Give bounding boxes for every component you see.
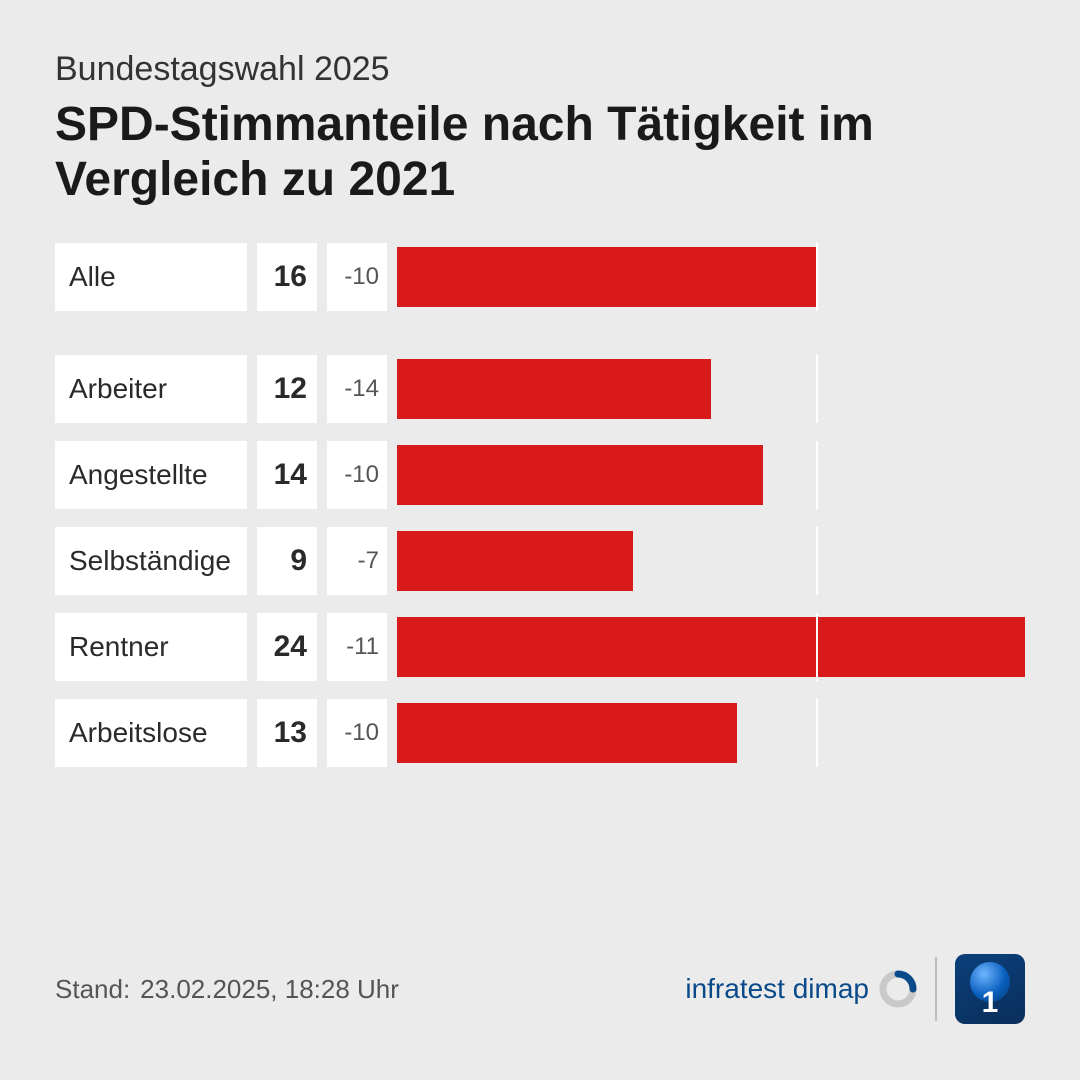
bar xyxy=(397,247,816,307)
row-diff: -11 xyxy=(327,613,387,681)
bar-area xyxy=(397,355,1025,423)
bar-area xyxy=(397,527,1025,595)
bar xyxy=(397,703,737,763)
row-value: 9 xyxy=(257,527,317,595)
row-diff: -10 xyxy=(327,699,387,767)
table-row: Arbeitslose13-10 xyxy=(55,699,1025,767)
bar xyxy=(397,531,633,591)
source-brand: infratest dimap xyxy=(685,970,917,1008)
row-label: Angestellte xyxy=(55,441,247,509)
row-label: Alle xyxy=(55,243,247,311)
row-diff: -7 xyxy=(327,527,387,595)
reference-line xyxy=(816,243,818,311)
stand-value: 23.02.2025, 18:28 Uhr xyxy=(140,974,399,1005)
overline: Bundestagswahl 2025 xyxy=(55,50,1025,89)
row-diff: -10 xyxy=(327,441,387,509)
bar-area xyxy=(397,699,1025,767)
row-value: 12 xyxy=(257,355,317,423)
row-value: 13 xyxy=(257,699,317,767)
footer-divider xyxy=(935,957,937,1021)
reference-line xyxy=(816,699,818,767)
brand-text: infratest dimap xyxy=(685,973,869,1005)
reference-line xyxy=(816,527,818,595)
row-label: Arbeitslose xyxy=(55,699,247,767)
row-diff: -14 xyxy=(327,355,387,423)
ard-one: 1 xyxy=(955,988,1025,1018)
row-label: Arbeiter xyxy=(55,355,247,423)
brand-icon xyxy=(879,970,917,1008)
bar-chart: Alle16-10Arbeiter12-14Angestellte14-10Se… xyxy=(55,243,1025,767)
page-title: SPD-Stimmanteile nach Tätigkeit im Vergl… xyxy=(55,97,1025,207)
table-row: Selbständige9-7 xyxy=(55,527,1025,595)
bar xyxy=(397,359,711,419)
row-diff: -10 xyxy=(327,243,387,311)
row-label: Selbständige xyxy=(55,527,247,595)
stand-label: Stand: xyxy=(55,974,130,1005)
ard-logo: 1 xyxy=(955,954,1025,1024)
row-value: 16 xyxy=(257,243,317,311)
bar-area xyxy=(397,243,1025,311)
reference-line xyxy=(816,441,818,509)
bar xyxy=(397,445,763,505)
table-row: Rentner24-11 xyxy=(55,613,1025,681)
row-value: 24 xyxy=(257,613,317,681)
bar xyxy=(397,617,1025,677)
table-row: Arbeiter12-14 xyxy=(55,355,1025,423)
bar-area xyxy=(397,441,1025,509)
row-value: 14 xyxy=(257,441,317,509)
bar-area xyxy=(397,613,1025,681)
footer: Stand: 23.02.2025, 18:28 Uhr infratest d… xyxy=(55,954,1025,1024)
reference-line xyxy=(816,613,818,681)
row-label: Rentner xyxy=(55,613,247,681)
reference-line xyxy=(816,355,818,423)
table-row: Angestellte14-10 xyxy=(55,441,1025,509)
table-row: Alle16-10 xyxy=(55,243,1025,311)
